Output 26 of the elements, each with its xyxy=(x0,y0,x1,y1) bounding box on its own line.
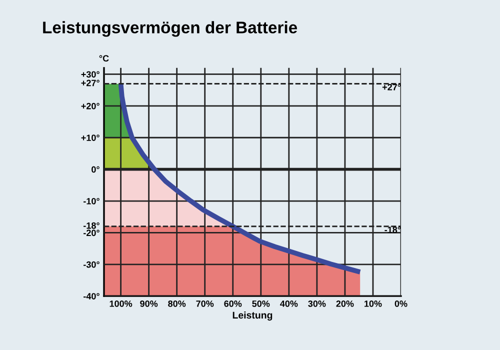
x-tick-label: 100% xyxy=(110,300,132,307)
y-tick-label: +20° xyxy=(81,102,100,110)
text: -18° xyxy=(84,222,100,229)
x-tick-label: 10% xyxy=(364,300,382,307)
x-tick-label: 20% xyxy=(336,300,354,307)
ref-line-label: +27° xyxy=(382,84,401,90)
y-tick-label: -40° xyxy=(84,293,100,300)
x-axis-title: Leistung xyxy=(232,311,272,321)
x-tick-label: 30% xyxy=(308,300,326,307)
y-tick-label: -10° xyxy=(84,198,100,204)
text: +27° xyxy=(81,80,100,86)
y-tick-label: +10° xyxy=(81,134,100,141)
x-tick-label: 70% xyxy=(196,300,214,307)
x-tick-label: 50% xyxy=(252,300,270,307)
x-tick-label: 60% xyxy=(224,300,242,307)
y-axis-title: °C xyxy=(99,55,109,62)
chart-title: Leistungsvermögen der Batterie xyxy=(43,21,298,37)
x-tick-label: 80% xyxy=(168,300,186,307)
x-tick-label: 40% xyxy=(280,300,298,307)
x-tick-label: 0% xyxy=(394,300,408,307)
x-tick-label: 90% xyxy=(140,300,158,307)
y-tick-label: -30° xyxy=(84,261,100,268)
y-tick-label: -20° xyxy=(84,230,100,236)
ref-line-label: -18° xyxy=(384,226,401,234)
y-tick-label: 0° xyxy=(92,166,100,173)
y-tick-label: +30° xyxy=(81,71,100,78)
